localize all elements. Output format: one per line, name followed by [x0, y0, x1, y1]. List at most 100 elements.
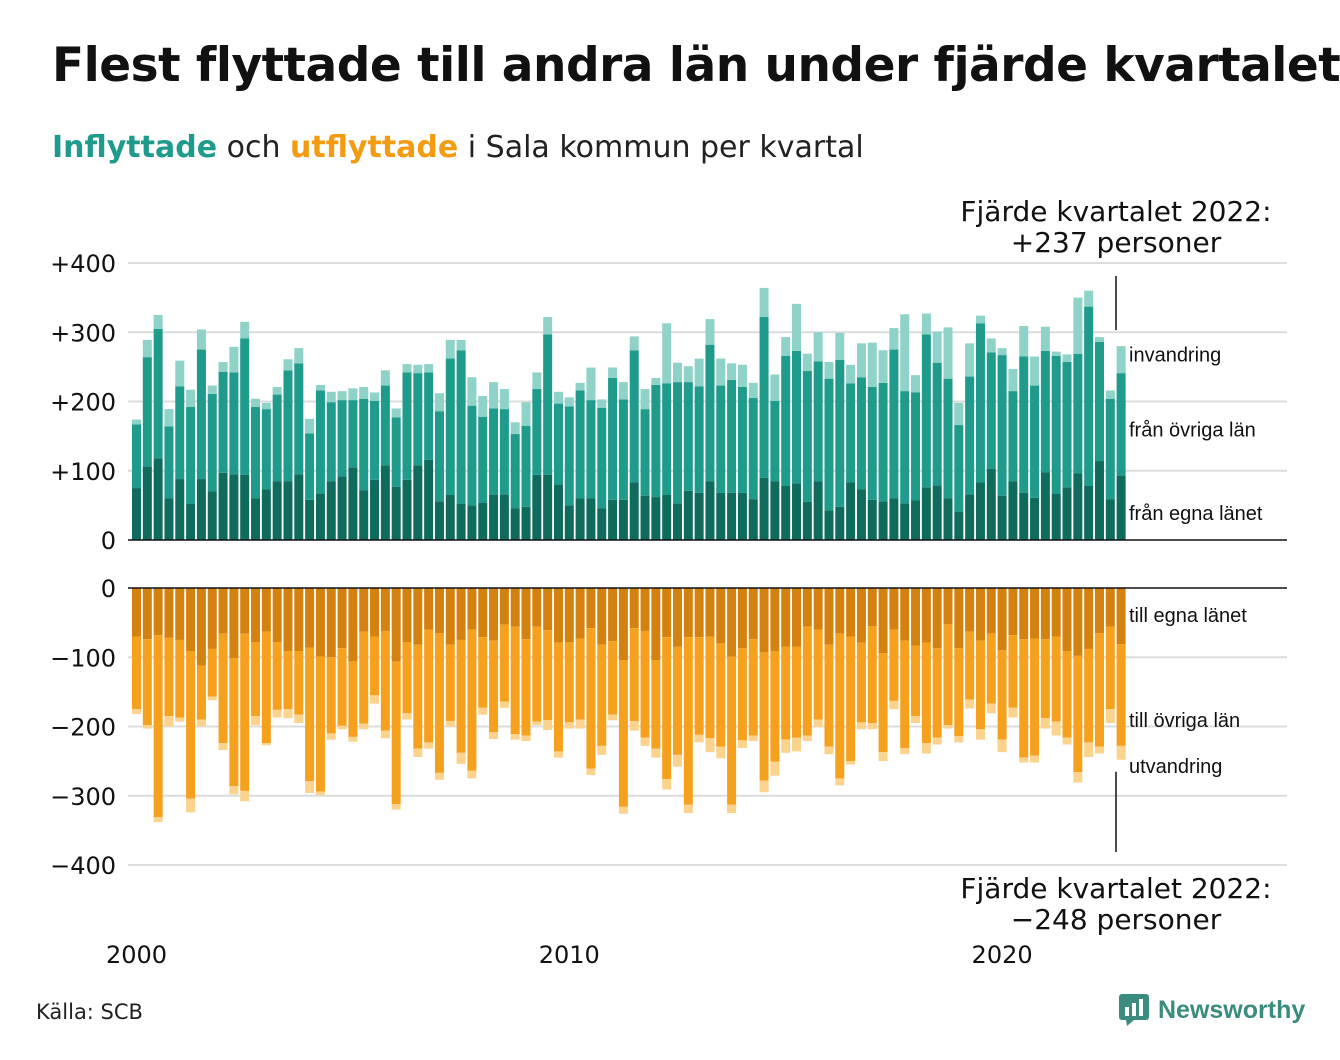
bar-in-other-counties: [1073, 353, 1083, 474]
bar-in-immigration: [608, 367, 618, 378]
bar-out-emigration: [251, 716, 261, 726]
bar-out-other-counties: [467, 629, 477, 771]
bar-out-other-counties: [846, 636, 856, 762]
bar-out-own-county: [434, 588, 444, 634]
bar-out-other-counties: [716, 643, 726, 747]
bar-in-immigration: [229, 346, 239, 373]
bar-in-own-county: [586, 498, 596, 540]
bar-out-emigration: [283, 709, 293, 719]
bar-out-other-counties: [1008, 635, 1018, 708]
bar-in-immigration: [413, 364, 423, 374]
annotation-bottom-line1: Fjärde kvartalet 2022:: [960, 872, 1271, 905]
bar-in-immigration: [359, 386, 369, 399]
bar-in-own-county: [608, 499, 618, 540]
bar-in-own-county: [694, 492, 704, 540]
bar-in-other-counties: [261, 409, 271, 490]
bar-out-emigration: [759, 780, 769, 793]
bar-in-other-counties: [272, 394, 282, 482]
bar-in-own-county: [889, 498, 899, 540]
newsworthy-logo[interactable]: Newsworthy: [1118, 993, 1305, 1027]
bar-out-other-counties: [543, 630, 553, 721]
bar-in-immigration: [326, 391, 336, 403]
x-tick-label: 2000: [106, 941, 167, 969]
bar-in-own-county: [954, 511, 964, 540]
bar-out-own-county: [532, 588, 542, 627]
bar-out-own-county: [553, 588, 563, 643]
bar-out-emigration: [196, 719, 206, 727]
bar-in-immigration: [986, 338, 996, 353]
bar-in-other-counties: [1008, 391, 1018, 482]
bar-out-emigration: [737, 740, 747, 748]
bar-out-emigration: [878, 752, 888, 762]
bar-out-other-counties: [326, 657, 336, 734]
bar-in-immigration: [1105, 390, 1115, 399]
bar-out-other-counties: [813, 629, 823, 720]
bar-in-own-county: [651, 497, 661, 540]
y-tick-label-top: +400: [50, 250, 116, 278]
bar-out-own-county: [261, 588, 271, 632]
bar-out-other-counties: [186, 651, 196, 799]
bar-in-own-county: [402, 479, 412, 540]
bar-out-own-county: [683, 588, 693, 638]
bar-out-own-county: [759, 588, 769, 653]
bar-out-emigration: [770, 761, 780, 776]
bar-in-immigration: [640, 389, 650, 410]
bar-in-own-county: [467, 505, 477, 540]
bar-in-own-county: [683, 490, 693, 540]
bar-in-immigration: [737, 364, 747, 387]
bar-out-own-county: [716, 588, 726, 644]
bar-out-emigration: [1094, 746, 1104, 754]
bar-in-other-counties: [1030, 385, 1040, 498]
bar-out-emigration: [640, 737, 650, 746]
bar-out-emigration: [391, 804, 401, 810]
bar-in-immigration: [856, 343, 866, 378]
bar-out-own-county: [867, 588, 877, 627]
bar-out-emigration: [532, 721, 542, 726]
bar-out-own-county: [662, 588, 672, 638]
bar-in-other-counties: [175, 386, 185, 480]
bar-in-other-counties: [543, 334, 553, 475]
bar-in-own-county: [781, 485, 791, 540]
bar-in-immigration: [564, 397, 574, 407]
bar-out-own-county: [856, 588, 866, 643]
bar-in-other-counties: [575, 390, 585, 499]
bar-in-immigration: [748, 382, 758, 399]
bar-out-other-counties: [835, 633, 845, 779]
bar-in-own-county: [986, 468, 996, 540]
bar-out-other-counties: [359, 631, 369, 724]
bar-in-immigration: [521, 402, 531, 426]
bar-in-own-county: [283, 481, 293, 540]
bar-out-other-counties: [737, 648, 747, 741]
annotation-bottom-line2: −248 personer: [1011, 903, 1222, 936]
bar-in-immigration: [272, 386, 282, 395]
bar-in-immigration: [921, 313, 931, 335]
bar-in-own-county: [1051, 493, 1061, 540]
bar-in-other-counties: [456, 350, 466, 504]
bar-out-own-county: [1105, 588, 1115, 627]
bar-out-emigration: [315, 791, 325, 796]
bar-in-other-counties: [900, 391, 910, 504]
bar-out-emigration: [142, 725, 152, 729]
bar-out-other-counties: [434, 633, 444, 773]
bar-in-own-county: [456, 503, 466, 540]
bar-out-emigration: [705, 738, 715, 753]
bar-out-own-county: [629, 588, 639, 629]
annotation-top-line1: Fjärde kvartalet 2022:: [960, 195, 1271, 228]
bar-in-immigration: [207, 385, 217, 394]
bar-in-other-counties: [1019, 356, 1029, 493]
bar-out-own-county: [251, 588, 261, 643]
y-tick-label-top: +300: [50, 319, 116, 347]
bar-out-other-counties: [586, 628, 596, 769]
bar-out-own-county: [1062, 588, 1072, 652]
bar-in-own-county: [1105, 499, 1115, 540]
bar-in-other-counties: [705, 344, 715, 482]
bar-in-own-county: [510, 508, 520, 540]
bar-in-other-counties: [792, 350, 802, 484]
bar-out-emigration: [986, 703, 996, 714]
y-tick-label-bottom: 0: [101, 575, 116, 603]
bar-in-own-county: [337, 476, 347, 540]
bar-in-own-county: [1040, 472, 1050, 540]
bar-out-own-county: [792, 588, 802, 647]
bar-in-immigration: [391, 408, 401, 418]
bar-in-other-counties: [932, 362, 942, 486]
